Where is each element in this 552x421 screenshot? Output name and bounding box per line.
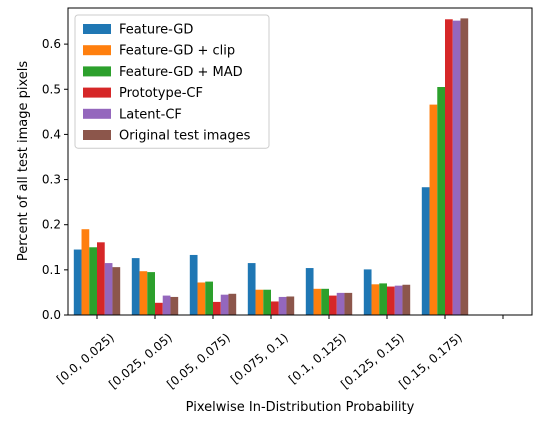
y-tick-label: 0.3 <box>42 173 61 187</box>
bar <box>81 229 90 315</box>
bar <box>445 19 453 315</box>
legend-label: Original test images <box>119 129 251 144</box>
legend-swatch <box>83 130 111 140</box>
bar <box>104 263 113 315</box>
bar <box>197 282 206 315</box>
y-axis-label: Percent of all test image pixels <box>16 61 31 262</box>
bar <box>247 263 256 315</box>
bars-group <box>73 18 469 315</box>
bar <box>213 301 221 315</box>
bar <box>344 292 353 315</box>
x-tick-label: [0.15, 0.175) <box>396 331 465 392</box>
bar <box>112 267 121 315</box>
bar <box>263 289 271 315</box>
bar <box>155 302 163 315</box>
plot-frame <box>67 7 533 316</box>
bar <box>394 285 403 315</box>
legend-box <box>74 14 270 149</box>
y-tick-label: 0.2 <box>42 218 61 232</box>
bar <box>452 20 461 315</box>
y-tick-label: 0.0 <box>42 308 61 322</box>
legend-swatch <box>83 87 111 98</box>
y-tick-label: 0.1 <box>42 263 61 277</box>
y-tick-label: 0.4 <box>42 127 61 141</box>
bar <box>321 288 329 315</box>
x-axis: [0.0, 0.025)[0.025, 0.05)[0.05, 0.075)[0… <box>54 315 504 392</box>
legend-label: Prototype-CF <box>119 86 203 101</box>
legend-label: Feature-GD + MAD <box>119 65 243 80</box>
bar <box>220 294 229 315</box>
legend-label: Feature-GD + clip <box>119 44 235 59</box>
bar <box>139 271 148 315</box>
bar <box>73 249 82 315</box>
bar <box>329 295 337 315</box>
legend-swatch <box>83 66 111 77</box>
bar <box>313 288 322 315</box>
x-tick-label: [0.05, 0.075) <box>164 331 233 392</box>
x-axis-label: Pixelwise In-Distribution Probability <box>186 400 415 415</box>
bar <box>371 284 380 315</box>
bar <box>363 269 372 315</box>
bar <box>336 292 345 315</box>
bar <box>437 87 445 315</box>
bar <box>271 301 279 315</box>
bar <box>205 281 213 315</box>
bar <box>131 258 140 315</box>
legend: Feature-GD Feature-GD + clip Feature-GD + … <box>74 14 270 149</box>
bar <box>147 272 155 315</box>
x-tick-label: [0.0, 0.025) <box>54 331 117 387</box>
bar <box>460 18 469 315</box>
y-tick-label: 0.5 <box>42 82 61 96</box>
y-axis: 0.0 0.1 0.2 0.3 0.4 0.5 0.6 <box>42 37 68 322</box>
legend-swatch <box>83 45 111 56</box>
bar <box>402 284 411 315</box>
bar <box>305 268 314 315</box>
legend-swatch <box>83 24 111 34</box>
bar <box>189 254 198 315</box>
legend-label: Latent-CF <box>119 107 182 122</box>
bar <box>97 242 105 315</box>
bar <box>89 247 97 315</box>
bar <box>255 289 264 315</box>
bar <box>170 296 179 315</box>
bar <box>421 187 430 315</box>
bar <box>278 296 287 315</box>
bar <box>429 104 438 315</box>
legend-swatch <box>83 108 111 119</box>
bar <box>379 283 387 315</box>
x-tick-label: [0.075, 0.1) <box>228 331 291 387</box>
bar <box>162 295 171 315</box>
x-tick-label: [0.1, 0.125) <box>286 331 349 387</box>
bar <box>228 293 237 315</box>
bar <box>387 286 395 315</box>
y-tick-label: 0.6 <box>42 37 61 51</box>
legend-label: Feature-GD <box>119 23 193 38</box>
bar <box>286 296 295 315</box>
